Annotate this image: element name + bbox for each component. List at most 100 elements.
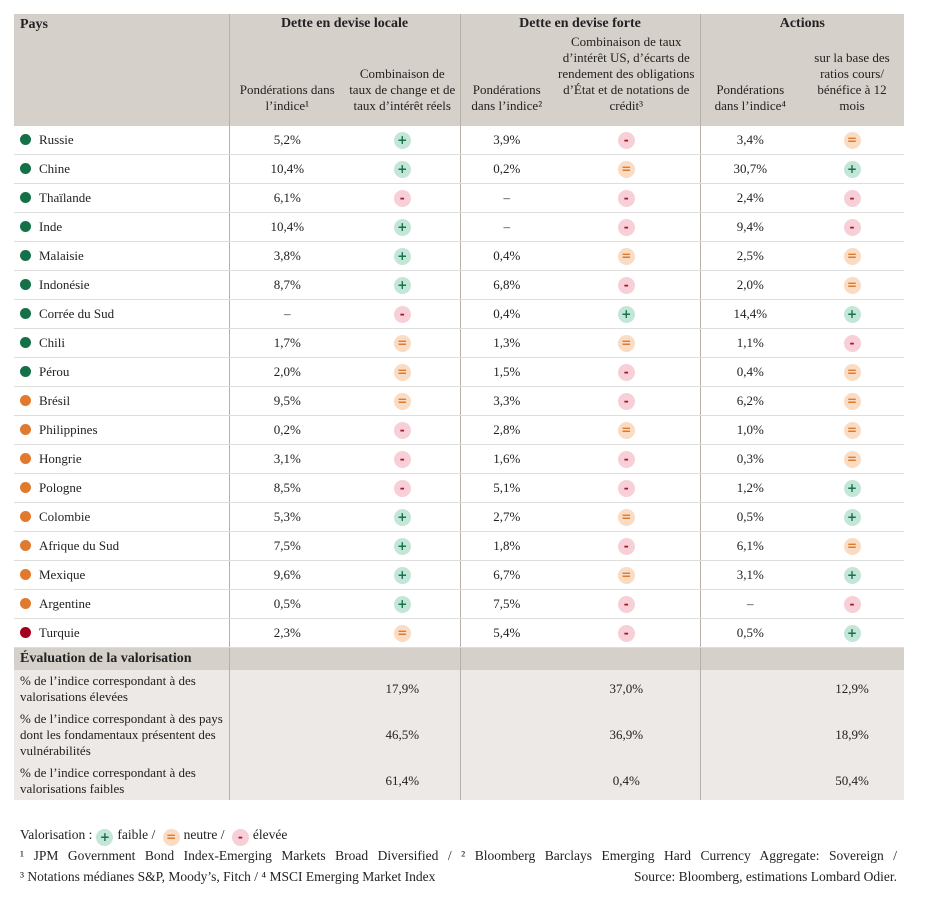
valuation-icon: + (843, 566, 861, 584)
table-row: Indonésie 8,7% +6,8% - 2,0% = (14, 270, 905, 300)
table-cell: 1,0% (699, 415, 801, 445)
table-cell: 0,4% (459, 241, 553, 271)
table-cell: 9,4% (699, 212, 801, 242)
status-dot (20, 598, 31, 609)
header-cell: Dette en devise locale (228, 14, 460, 34)
table-cell: - (553, 183, 701, 213)
valuation-icon: = (393, 392, 411, 410)
table-row: Corrée du Sud – - 0,4% +14,4% + (14, 299, 905, 329)
table-cell: - (345, 444, 460, 474)
table-cell: - (553, 473, 701, 503)
table-cell: 8,7% (228, 270, 345, 300)
table-cell: + (345, 241, 460, 271)
summary-value: 12,9% (800, 670, 905, 708)
status-dot (20, 308, 31, 319)
table-row: Afrique du Sud 7,5% +1,8% - 6,1% = (14, 531, 905, 561)
valuation-icon: + (393, 537, 411, 555)
table-cell: - (345, 415, 460, 445)
table-cell: 0,4% (459, 299, 553, 329)
sub-header: Pondérations dans l’indice² (459, 34, 553, 126)
table-cell: 0,5% (699, 618, 801, 648)
valuation-icon: = (393, 334, 411, 352)
table-cell: 0,2% (459, 154, 553, 184)
table-cell: = (800, 241, 905, 271)
table-cell: 0,5% (228, 589, 345, 619)
table-cell: 2,0% (228, 357, 345, 387)
valuation-icon: + (393, 276, 411, 294)
valuation-icon: - (843, 595, 861, 613)
table-row: Inde 10,4% + – - 9,4% - (14, 212, 905, 242)
country-name: Chine (39, 161, 71, 176)
table-cell: + (800, 299, 905, 329)
valuation-icon: - (617, 218, 635, 236)
summary-row: % de l’indice correspondant à des valori… (14, 762, 905, 800)
table-cell: 2,5% (699, 241, 801, 271)
table-cell: - (345, 183, 460, 213)
valuation-icon: + (843, 305, 861, 323)
legend-label: élevée (252, 827, 288, 842)
country-name: Brésil (39, 393, 71, 408)
summary-value: 36,9% (553, 708, 701, 762)
table-cell: 0,3% (699, 444, 801, 474)
country-name: Russie (39, 132, 74, 147)
country-name: Colombie (39, 509, 91, 524)
country-name: Mexique (39, 567, 86, 582)
table-cell: 30,7% (699, 154, 801, 184)
table-body: Russie 5,2% +3,9% - 3,4% = Chine 10,4% +0,2% = 30,… (14, 126, 905, 648)
header-cell: Actions (699, 14, 905, 34)
table-cell: 9,6% (228, 560, 345, 590)
valuation-icon: - (231, 829, 249, 846)
table-cell: = (345, 357, 460, 387)
table-cell: + (345, 126, 460, 155)
valuation-icon: - (617, 392, 635, 410)
table-cell: = (800, 357, 905, 387)
table-cell: - (553, 618, 701, 648)
valuation-icon: + (96, 829, 114, 846)
table-row: Brésil 9,5% = 3,3% - 6,2% = (14, 386, 905, 416)
country-name: Malaisie (39, 248, 84, 263)
valuation-icon: - (617, 131, 635, 149)
summary-label: % de l’indice correspondant à des pays d… (14, 708, 229, 762)
valuation-icon: = (843, 537, 861, 555)
country-cell: Colombie (14, 502, 229, 532)
table-cell: 5,4% (459, 618, 553, 648)
table-cell: 6,8% (459, 270, 553, 300)
table-row: Chili 1,7% = 1,3% = 1,1% - (14, 328, 905, 358)
table-cell: - (553, 357, 701, 387)
table-cell: + (800, 154, 905, 184)
table-cell: = (800, 415, 905, 445)
sub-header: Combinaison de taux d’intérêt US, d’écar… (553, 34, 701, 126)
valuation-icon: = (617, 566, 635, 584)
header-cell: Dette en devise forte (459, 14, 701, 34)
table-cell: + (553, 299, 701, 329)
valuation-icon: - (617, 537, 635, 555)
valuation-icon: = (393, 363, 411, 381)
valuation-icon: = (843, 131, 861, 149)
table-cell: = (553, 415, 701, 445)
legend-label: faible / (117, 827, 156, 842)
status-dot (20, 569, 31, 580)
summary-row: % de l’indice correspondant à des pays d… (14, 708, 905, 762)
table-row: Malaisie 3,8% +0,4% = 2,5% = (14, 241, 905, 271)
table-row: Hongrie 3,1% - 1,6% - 0,3% = (14, 444, 905, 474)
country-name: Indonésie (39, 277, 90, 292)
valuation-icon: - (393, 305, 411, 323)
footnote: ³ Notations médianes S&P, Moody’s, Fitch… (20, 869, 436, 884)
table-cell: + (800, 473, 905, 503)
table-cell: = (345, 386, 460, 416)
country-cell: Indonésie (14, 270, 229, 300)
table-cell: - (553, 386, 701, 416)
summary-header-cell (699, 647, 905, 670)
summary-cell (699, 762, 801, 800)
table-row: Chine 10,4% +0,2% = 30,7% + (14, 154, 905, 184)
summary-value: 17,9% (345, 670, 460, 708)
valuation-icon: + (393, 508, 411, 526)
valuation-icon: + (843, 479, 861, 497)
valuation-icon: = (393, 624, 411, 642)
table-cell: 1,8% (459, 531, 553, 561)
table-cell: 1,3% (459, 328, 553, 358)
valuation-icon: - (393, 479, 411, 497)
table-cell: 1,7% (228, 328, 345, 358)
table-cell: 6,1% (699, 531, 801, 561)
table-cell: - (553, 444, 701, 474)
